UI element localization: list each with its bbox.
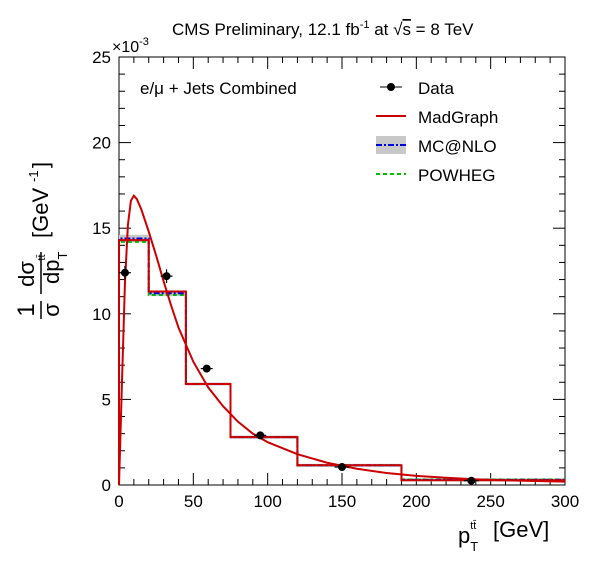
- data-marker: [467, 476, 476, 485]
- data-point: [160, 269, 173, 283]
- svg-text:POWHEG: POWHEG: [418, 166, 495, 185]
- data-point: [200, 364, 213, 373]
- data-marker: [202, 364, 211, 373]
- data-points: [119, 265, 479, 485]
- x-tick-label: 150: [328, 492, 356, 511]
- data-point: [119, 265, 131, 280]
- data-marker: [338, 463, 346, 472]
- madgraph-histogram: [118, 239, 565, 485]
- mcatnlo-histogram: [118, 237, 565, 485]
- svg-text:dpTtt̄: dpTtt̄: [36, 252, 70, 284]
- y-tick-label: 5: [102, 390, 111, 409]
- x-tick-label: 0: [114, 492, 123, 511]
- svg-text:σ: σ: [39, 303, 64, 317]
- x-tick-label: 200: [402, 492, 430, 511]
- svg-text:1: 1: [13, 303, 40, 316]
- x-tick-label: 50: [184, 492, 203, 511]
- svg-text:dσ: dσ: [14, 261, 39, 287]
- data-point: [334, 463, 350, 472]
- x-tick-label: 250: [476, 492, 504, 511]
- tick-labels: 0 50 100 150 200 250 300 0 5 10 15 20 25: [92, 48, 579, 511]
- data-marker: [256, 431, 265, 440]
- data-marker: [120, 268, 129, 277]
- y-axis-label: 1 σ dσ dpTtt̄ [GeV -1 ]: [13, 162, 70, 319]
- y-tick-label: 10: [92, 305, 111, 324]
- svg-text:]: ]: [28, 162, 53, 168]
- madgraph-curve-group: [118, 193, 566, 486]
- y-tick-label: 0: [102, 476, 111, 495]
- x-tick-label: 100: [253, 492, 281, 511]
- y-tick-label: 25: [92, 48, 111, 67]
- legend-item-mcatnlo: MC@NLO: [376, 136, 497, 156]
- x-tick-label: 300: [551, 492, 579, 511]
- y-multiplier: ×10-3: [112, 36, 149, 56]
- legend: Data MadGraph MC@NLO POWHEG: [376, 79, 498, 185]
- legend-item-powheg: POWHEG: [376, 166, 495, 185]
- title-lumi-exponent: -1: [360, 19, 370, 31]
- svg-text:-1: -1: [26, 170, 41, 182]
- x-axis-label: pTtt̄ [GeV]: [458, 517, 549, 554]
- channel-label: e/μ + Jets Combined: [140, 79, 297, 98]
- data-marker-icon: [387, 83, 395, 91]
- svg-text:[GeV: [GeV: [28, 188, 53, 238]
- sqrt-sign: √: [393, 20, 403, 39]
- svg-text:pTtt̄: pTtt̄: [458, 520, 478, 554]
- svg-text:Data: Data: [418, 79, 454, 98]
- histograms: [118, 234, 565, 485]
- y-tick-label: 20: [92, 134, 111, 153]
- data-marker: [162, 272, 171, 281]
- data-point: [463, 476, 479, 485]
- chart-title: CMS Preliminary, 12.1 fb-1 at √s = 8 TeV: [172, 19, 474, 39]
- svg-text:MC@NLO: MC@NLO: [418, 137, 497, 156]
- y-tick-label: 15: [92, 219, 111, 238]
- legend-item-madgraph: MadGraph: [376, 108, 498, 127]
- legend-item-data: Data: [380, 79, 454, 98]
- svg-text:[GeV]: [GeV]: [493, 517, 549, 542]
- madgraph-curve: [118, 193, 566, 486]
- data-point: [254, 431, 267, 440]
- svg-text:MadGraph: MadGraph: [418, 108, 498, 127]
